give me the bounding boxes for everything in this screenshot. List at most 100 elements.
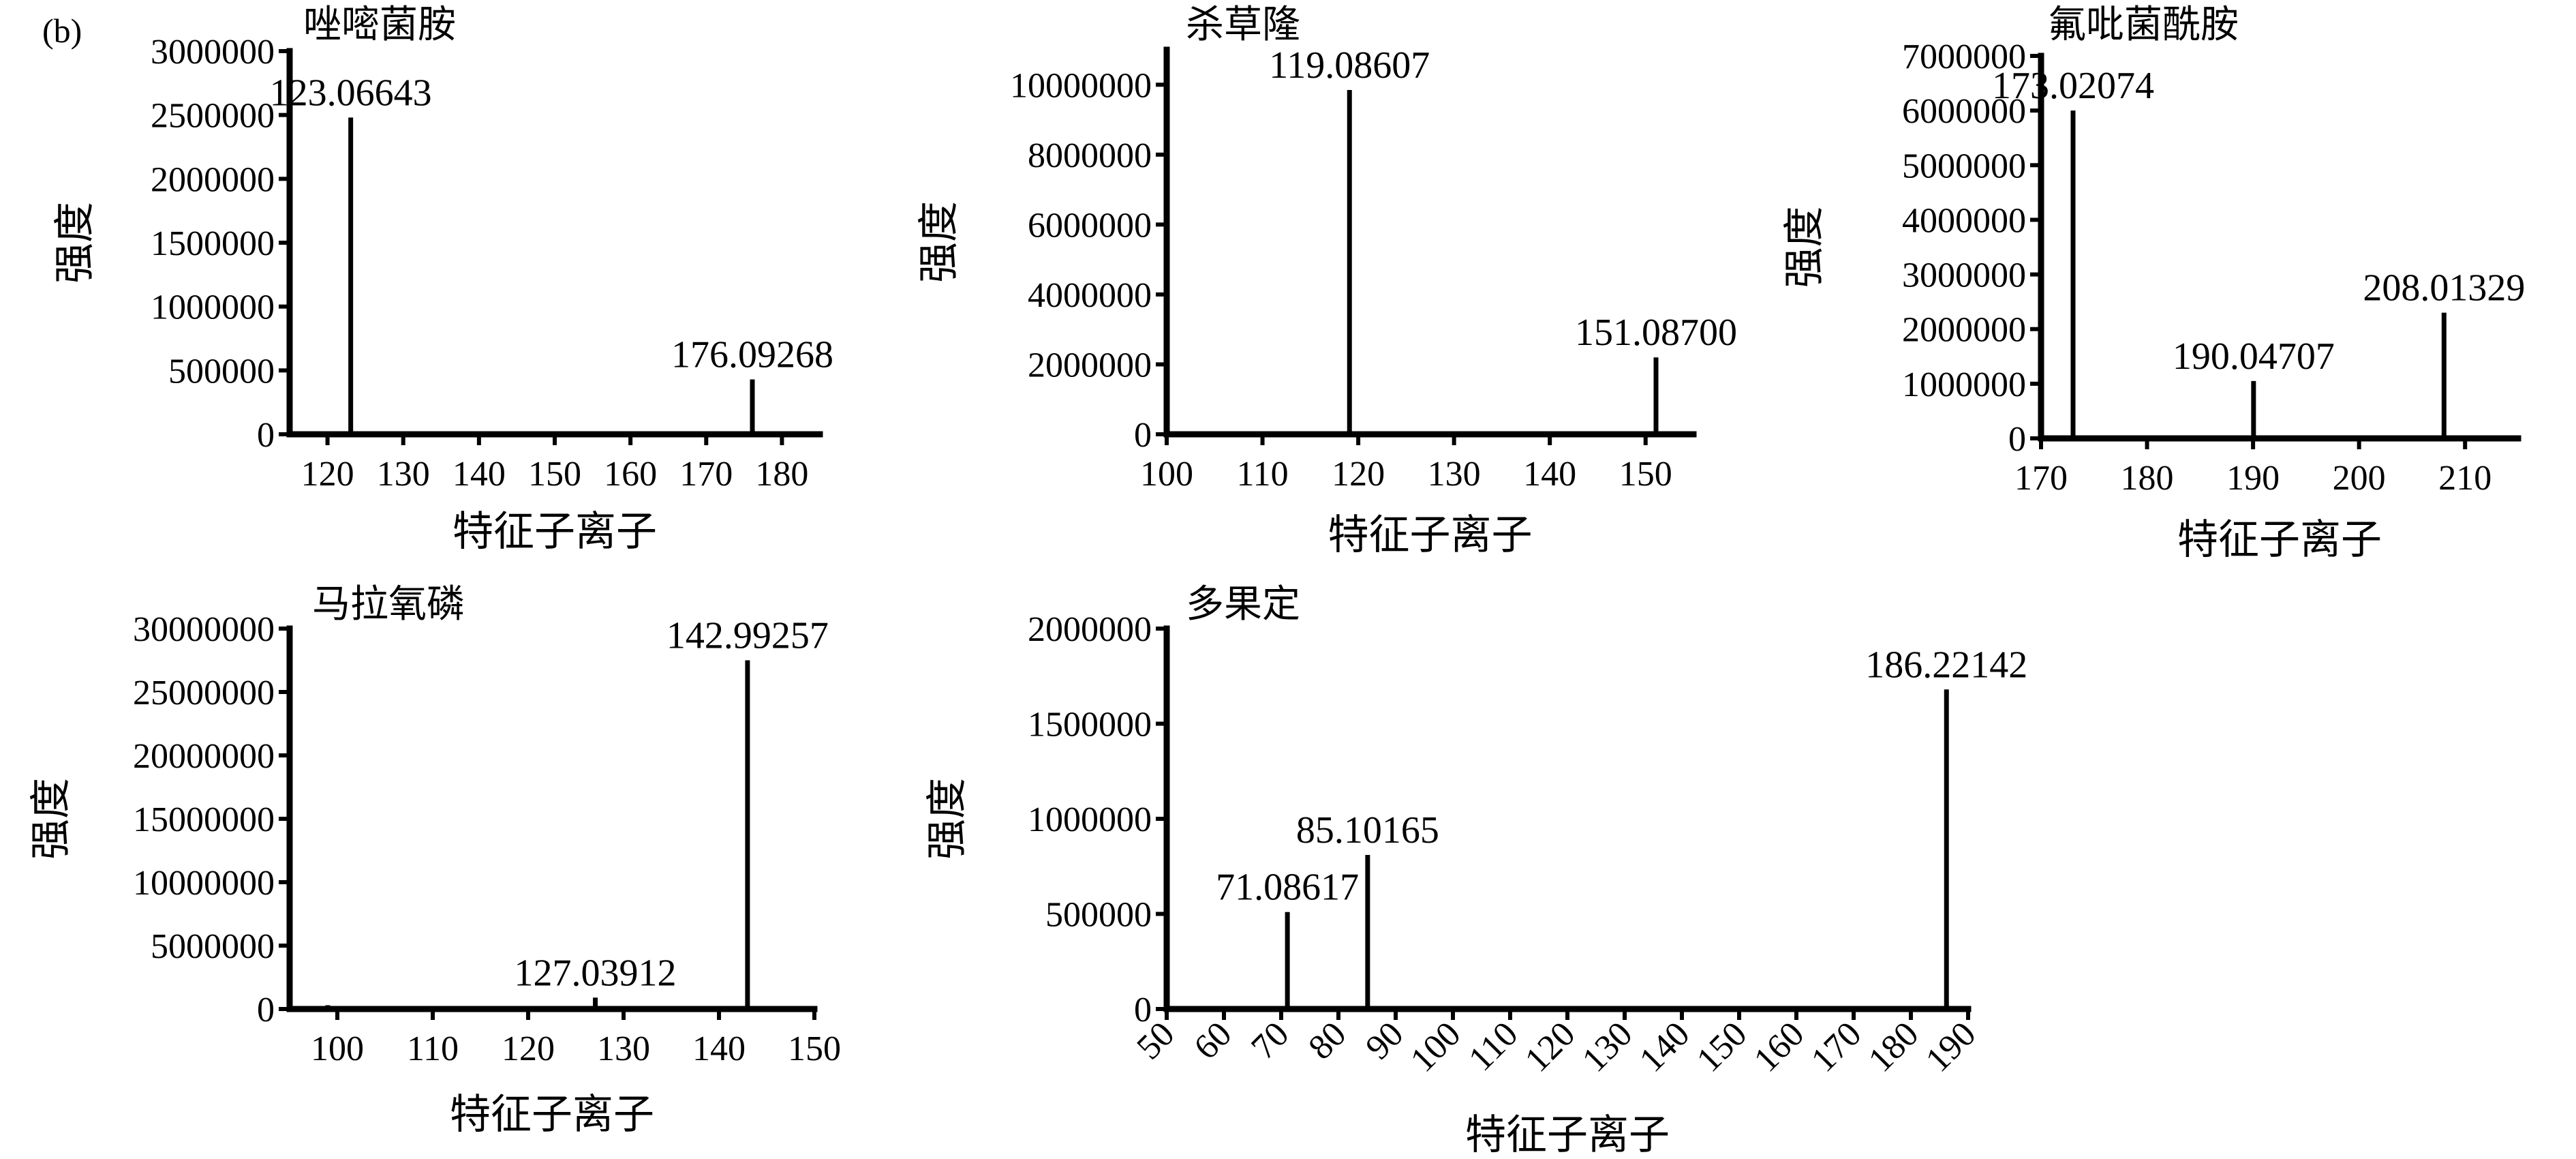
peak-label: 123.06643 [270,72,432,114]
x-tick-label: 200 [2333,459,2386,498]
x-tick-label: 180 [755,455,808,494]
y-axis-title: 强度 [917,201,962,283]
chart-title: 唑嘧菌胺 [303,4,456,46]
chart-2: 杀草隆 0 2000000 4000000 6000000 8000000 10000000… [917,4,1737,558]
chart-4: 马拉氧磷 0 5000000 10000000 15000000 20000000 2500… [29,584,841,1137]
y-tick-label: 3000000 [1902,256,2026,295]
chart-title: 多果定 [1186,584,1300,626]
x-tick-label: 160 [1747,1014,1811,1079]
y-tick-label: 0 [257,991,275,1029]
y-tick-label: 0 [1134,416,1152,455]
peak-label: 71.08617 [1216,867,1359,909]
x-tick-label: 190 [1918,1014,1983,1079]
chart-title: 氟吡菌酰胺 [2048,4,2239,46]
x-tick-label: 170 [2014,459,2068,498]
x-tick-label: 180 [1861,1014,1926,1079]
x-tick-label: 120 [502,1029,555,1068]
chart-3: 氟吡菌酰胺 0 1000000 2000000 3000000 4000000 500000… [1782,4,2525,562]
x-tick-label: 150 [1689,1014,1754,1079]
y-tick-label: 2000000 [1902,311,2026,350]
peak-label: 186.22142 [1865,644,2027,686]
y-tick-label: 10000000 [133,864,275,903]
peak-label: 85.10165 [1296,809,1439,852]
x-tick-label: 70 [1244,1014,1296,1067]
x-tick-label: 130 [1575,1014,1640,1079]
y-tick-label: 4000000 [1028,276,1152,315]
y-tick-label: 1000000 [1902,365,2026,404]
y-tick-label: 2000000 [151,160,275,199]
x-tick-label: 120 [1518,1014,1582,1079]
peak-label: 142.99257 [666,615,829,657]
y-tick-label: 2000000 [1028,346,1152,385]
y-axis-title: 强度 [52,202,97,284]
x-tick-label: 160 [604,455,657,494]
y-tick-label: 15000000 [133,800,275,839]
y-tick-label: 6000000 [1902,92,2026,131]
y-tick-label: 6000000 [1028,206,1152,245]
y-tick-label: 2500000 [151,97,275,136]
y-tick-label: 30000000 [133,610,275,649]
x-tick-label: 100 [1403,1014,1468,1079]
peak-label: 151.08700 [1575,312,1737,354]
y-tick-label: 1000000 [1028,800,1152,839]
x-tick-label: 150 [1619,455,1672,494]
chart-1: 唑嘧菌胺 0 500000 1000000 1500000 2000000 2500000 3… [52,4,833,554]
y-tick-label: 0 [1134,991,1152,1029]
x-tick-label: 190 [2226,459,2280,498]
x-axis-title: 特征子离子 [453,509,657,554]
x-tick-label: 90 [1358,1014,1411,1067]
x-tick-label: 140 [453,455,506,494]
y-axis-title: 强度 [925,778,970,860]
y-tick-label: 0 [2008,420,2026,459]
y-tick-label: 3000000 [151,33,275,72]
x-tick-label: 100 [1140,455,1193,494]
x-tick-label: 110 [407,1029,459,1068]
peak-label: 127.03912 [515,952,677,994]
x-tick-label: 180 [2121,459,2174,498]
y-tick-label: 0 [257,416,275,455]
x-tick-label: 170 [1804,1014,1869,1079]
y-tick-label: 20000000 [133,737,275,776]
chart-title: 杀草隆 [1186,4,1300,46]
peak-label: 208.01329 [2363,267,2525,310]
y-tick-label: 500000 [168,352,275,391]
x-tick-label: 130 [597,1029,650,1068]
x-tick-label: 120 [301,455,354,494]
y-tick-label: 4000000 [1902,201,2026,240]
x-tick-label: 110 [1237,455,1289,494]
x-tick-label: 140 [692,1029,746,1068]
y-tick-label: 8000000 [1028,136,1152,175]
peak-label: 119.08607 [1269,44,1430,87]
peak-label: 190.04707 [2173,335,2335,378]
x-tick-label: 110 [1461,1014,1525,1079]
x-tick-label: 140 [1632,1014,1697,1079]
y-axis-title: 强度 [1782,207,1827,288]
x-tick-label: 80 [1301,1014,1353,1067]
y-tick-label: 7000000 [1902,37,2026,76]
x-tick-label: 120 [1332,455,1385,494]
y-tick-label: 500000 [1045,896,1152,935]
x-tick-label: 140 [1523,455,1576,494]
x-tick-label: 150 [788,1029,841,1068]
x-tick-label: 130 [377,455,430,494]
x-tick-label: 210 [2438,459,2491,498]
x-tick-label: 170 [679,455,733,494]
charts-group: 唑嘧菌胺050000010000001500000200000025000003… [29,4,2525,1158]
y-tick-label: 1500000 [151,224,275,263]
x-axis-title: 特征子离子 [450,1092,654,1137]
x-axis-title: 特征子离子 [2177,517,2382,562]
y-tick-label: 25000000 [133,674,275,712]
y-axis-title: 强度 [29,778,74,860]
y-tick-label: 2000000 [1028,610,1152,649]
x-axis-title: 特征子离子 [1328,513,1533,558]
x-tick-label: 150 [528,455,581,494]
chart-title: 马拉氧磷 [312,584,465,626]
y-tick-label: 10000000 [1010,66,1152,105]
peak-label: 176.09268 [671,333,833,376]
x-axis-title: 特征子离子 [1465,1113,1670,1158]
peak-label: 173.02074 [1992,65,2154,107]
y-tick-label: 1000000 [151,288,275,327]
panel-label: (b) [42,12,82,50]
